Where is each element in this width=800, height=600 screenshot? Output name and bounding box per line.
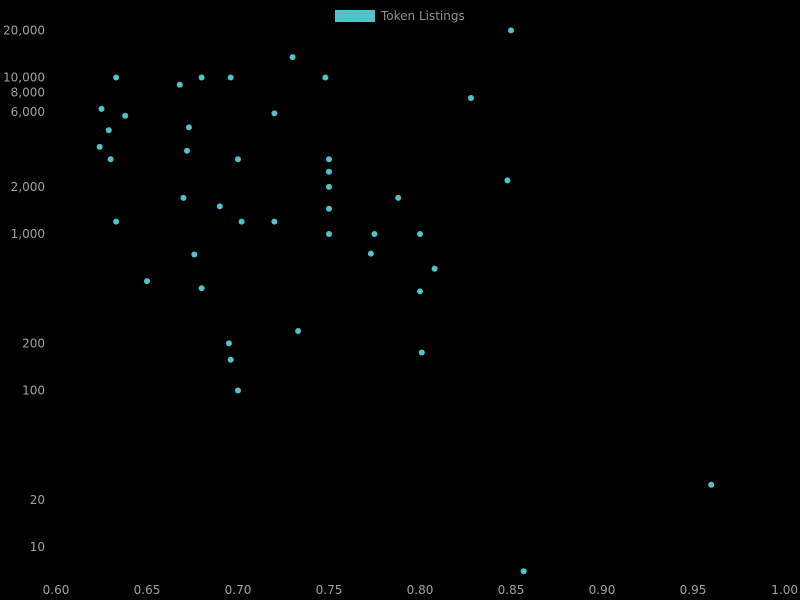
x-tick-label: 1.00 (771, 583, 798, 597)
x-tick-label: 0.85 (498, 583, 525, 597)
data-point (504, 177, 511, 184)
data-point (395, 194, 402, 201)
data-point (235, 387, 241, 394)
x-tick-label: 0.90 (589, 583, 616, 597)
data-point (198, 285, 205, 292)
data-point (185, 124, 192, 131)
y-tick-label: 100 (22, 384, 45, 398)
data-point (508, 27, 514, 34)
legend: Token Listings (335, 9, 465, 23)
y-tick-label: 20 (30, 493, 45, 507)
data-point (227, 356, 234, 363)
x-tick-label: 0.70 (225, 583, 252, 597)
x-tick-label: 0.80 (407, 583, 434, 597)
data-point (238, 218, 245, 225)
y-tick-label: 20,000 (3, 23, 45, 37)
data-point (326, 183, 332, 190)
data-point (326, 156, 332, 163)
data-point (184, 147, 190, 154)
data-point (122, 112, 129, 119)
data-point (98, 105, 105, 112)
data-point (176, 81, 183, 88)
data-point (113, 218, 120, 225)
data-point (417, 288, 423, 295)
data-point (227, 74, 234, 81)
data-point (198, 74, 205, 81)
y-tick-label: 6,000 (11, 105, 45, 119)
data-point (225, 340, 232, 347)
data-point (180, 194, 187, 201)
x-tick-label: 0.65 (134, 583, 161, 597)
data-point (371, 231, 378, 237)
data-point (520, 568, 527, 575)
x-tick-label: 0.95 (680, 583, 707, 597)
data-point (708, 481, 715, 488)
data-point (431, 265, 438, 272)
data-point (105, 127, 112, 134)
data-point (289, 54, 296, 61)
data-point (326, 205, 332, 212)
x-tick-label: 0.60 (43, 583, 70, 597)
y-tick-label: 8,000 (11, 86, 45, 100)
x-tick-label: 0.75 (316, 583, 343, 597)
y-tick-label: 10 (30, 540, 45, 554)
legend-label-token-listings: Token Listings (380, 9, 465, 23)
data-point (191, 251, 198, 258)
data-point (468, 95, 474, 101)
data-point (144, 278, 150, 285)
y-tick-label: 2,000 (11, 180, 45, 194)
y-tick-label: 200 (22, 336, 45, 350)
data-point (96, 143, 103, 150)
data-point (417, 231, 423, 237)
data-point (322, 74, 329, 81)
x-axis: 0.60 0.65 0.70 0.75 0.80 0.85 0.90 0.95 1.00 (43, 583, 798, 597)
data-point (107, 156, 114, 163)
data-point (326, 231, 332, 237)
data-point (271, 218, 278, 225)
data-point (113, 74, 120, 81)
legend-swatch (335, 10, 375, 22)
y-tick-label: 1,000 (11, 227, 45, 241)
data-point (216, 203, 223, 210)
data-point (367, 250, 374, 257)
data-point (235, 156, 241, 163)
data-point (271, 110, 278, 117)
data-point (295, 328, 302, 334)
data-points (96, 27, 715, 575)
data-point (326, 168, 332, 175)
data-point (418, 349, 425, 356)
y-tick-label: 10,000 (3, 71, 45, 85)
